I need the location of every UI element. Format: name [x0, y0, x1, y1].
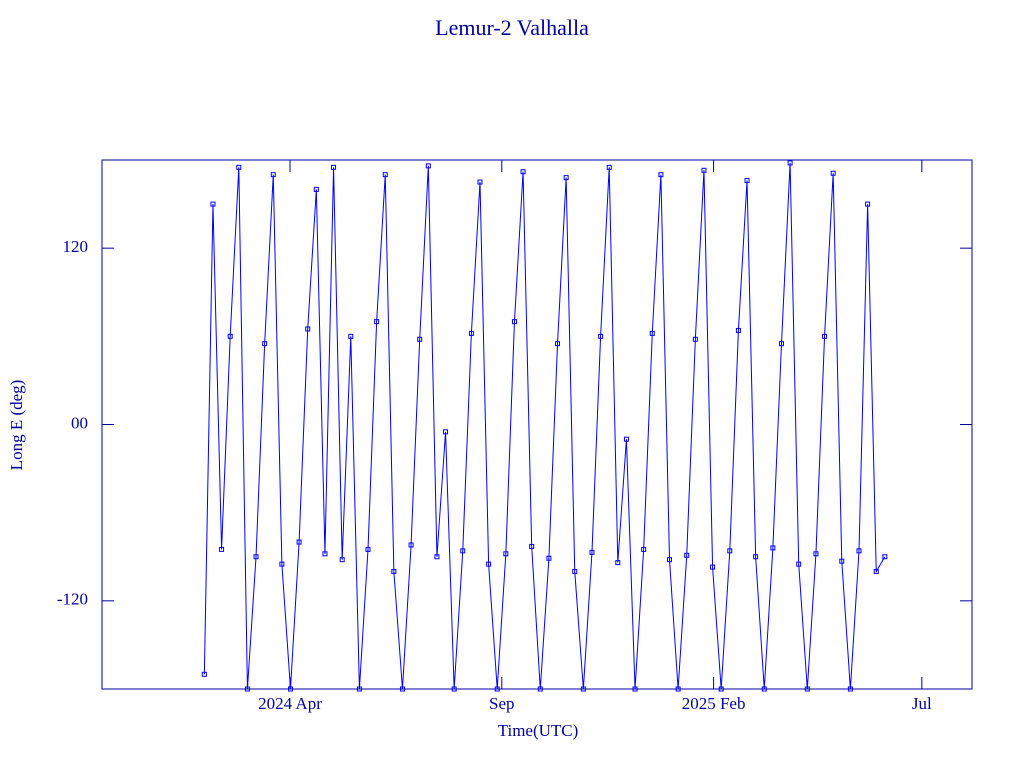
data-point: [262, 341, 268, 347]
data-point: [787, 160, 793, 166]
data-point: [796, 561, 802, 567]
data-point: [718, 686, 724, 692]
data-point: [649, 330, 655, 336]
data-point: [201, 671, 207, 677]
data-point: [331, 164, 337, 170]
data-point: [778, 341, 784, 347]
data-point: [399, 686, 405, 692]
data-point: [606, 164, 612, 170]
data-point: [692, 336, 698, 342]
data-point: [287, 686, 293, 692]
x-tick-label: 2024 Apr: [258, 694, 322, 713]
data-point: [761, 686, 767, 692]
x-tick-label: Sep: [489, 694, 515, 713]
data-point: [322, 551, 328, 557]
data-point: [667, 557, 673, 563]
data-point: [434, 554, 440, 560]
data-point: [296, 539, 302, 545]
data-point: [675, 686, 681, 692]
data-point: [503, 551, 509, 557]
data-point: [822, 333, 828, 339]
data-point: [391, 568, 397, 574]
data-point: [882, 554, 888, 560]
data-line: [203, 162, 886, 690]
data-point: [598, 333, 604, 339]
data-point: [219, 546, 225, 552]
data-point: [486, 561, 492, 567]
data-point: [339, 557, 345, 563]
data-point: [744, 178, 750, 184]
data-point: [520, 169, 526, 175]
x-tick-label: 2025 Feb: [682, 694, 746, 713]
data-point: [408, 542, 414, 548]
data-point: [710, 564, 716, 570]
y-tick-label: 120: [63, 237, 89, 256]
x-tick-label: Jul: [912, 694, 932, 713]
data-point: [546, 555, 552, 561]
data-point: [529, 543, 535, 549]
data-point: [830, 170, 836, 176]
data-point: [253, 554, 259, 560]
data-point: [856, 548, 862, 554]
data-point: [451, 686, 457, 692]
data-point: [460, 548, 466, 554]
plot-frame: [101, 159, 973, 690]
data-point: [873, 568, 879, 574]
data-point: [313, 186, 319, 192]
data-point: [468, 330, 474, 336]
data-point: [589, 549, 595, 555]
data-point: [753, 554, 759, 560]
y-tick-label: 00: [71, 413, 88, 432]
data-point: [684, 552, 690, 558]
data-point: [443, 429, 449, 435]
data-point: [839, 558, 845, 564]
data-point: [572, 568, 578, 574]
data-point: [615, 560, 621, 566]
data-point: [735, 327, 741, 333]
y-tick-label: -120: [57, 590, 88, 609]
x-axis-label: Time(UTC): [498, 721, 579, 740]
y-axis-label: Long E (deg): [7, 380, 26, 471]
data-point: [494, 686, 500, 692]
data-point: [804, 686, 810, 692]
data-point: [417, 336, 423, 342]
data-point: [623, 436, 629, 442]
data-point: [382, 172, 388, 178]
data-point: [563, 175, 569, 181]
data-point: [658, 172, 664, 178]
data-point: [356, 686, 362, 692]
data-point: [641, 546, 647, 552]
data-point: [210, 201, 216, 207]
data-point: [236, 164, 242, 170]
data-point: [537, 686, 543, 692]
chart-title: Lemur-2 Valhalla: [435, 15, 589, 40]
data-point: [305, 326, 311, 332]
data-point: [477, 179, 483, 185]
data-point: [374, 319, 380, 325]
data-point: [865, 201, 871, 207]
data-point: [580, 686, 586, 692]
data-point: [365, 546, 371, 552]
data-point: [555, 341, 561, 347]
data-point: [227, 333, 233, 339]
data-point: [511, 319, 517, 325]
data-point: [847, 686, 853, 692]
data-point: [727, 548, 733, 554]
data-point: [813, 551, 819, 557]
data-point: [632, 686, 638, 692]
data-point: [425, 163, 431, 169]
data-point: [701, 167, 707, 173]
data-point: [770, 545, 776, 551]
data-point: [270, 172, 276, 178]
data-point: [244, 686, 250, 692]
data-point: [279, 561, 285, 567]
data-point: [348, 333, 354, 339]
